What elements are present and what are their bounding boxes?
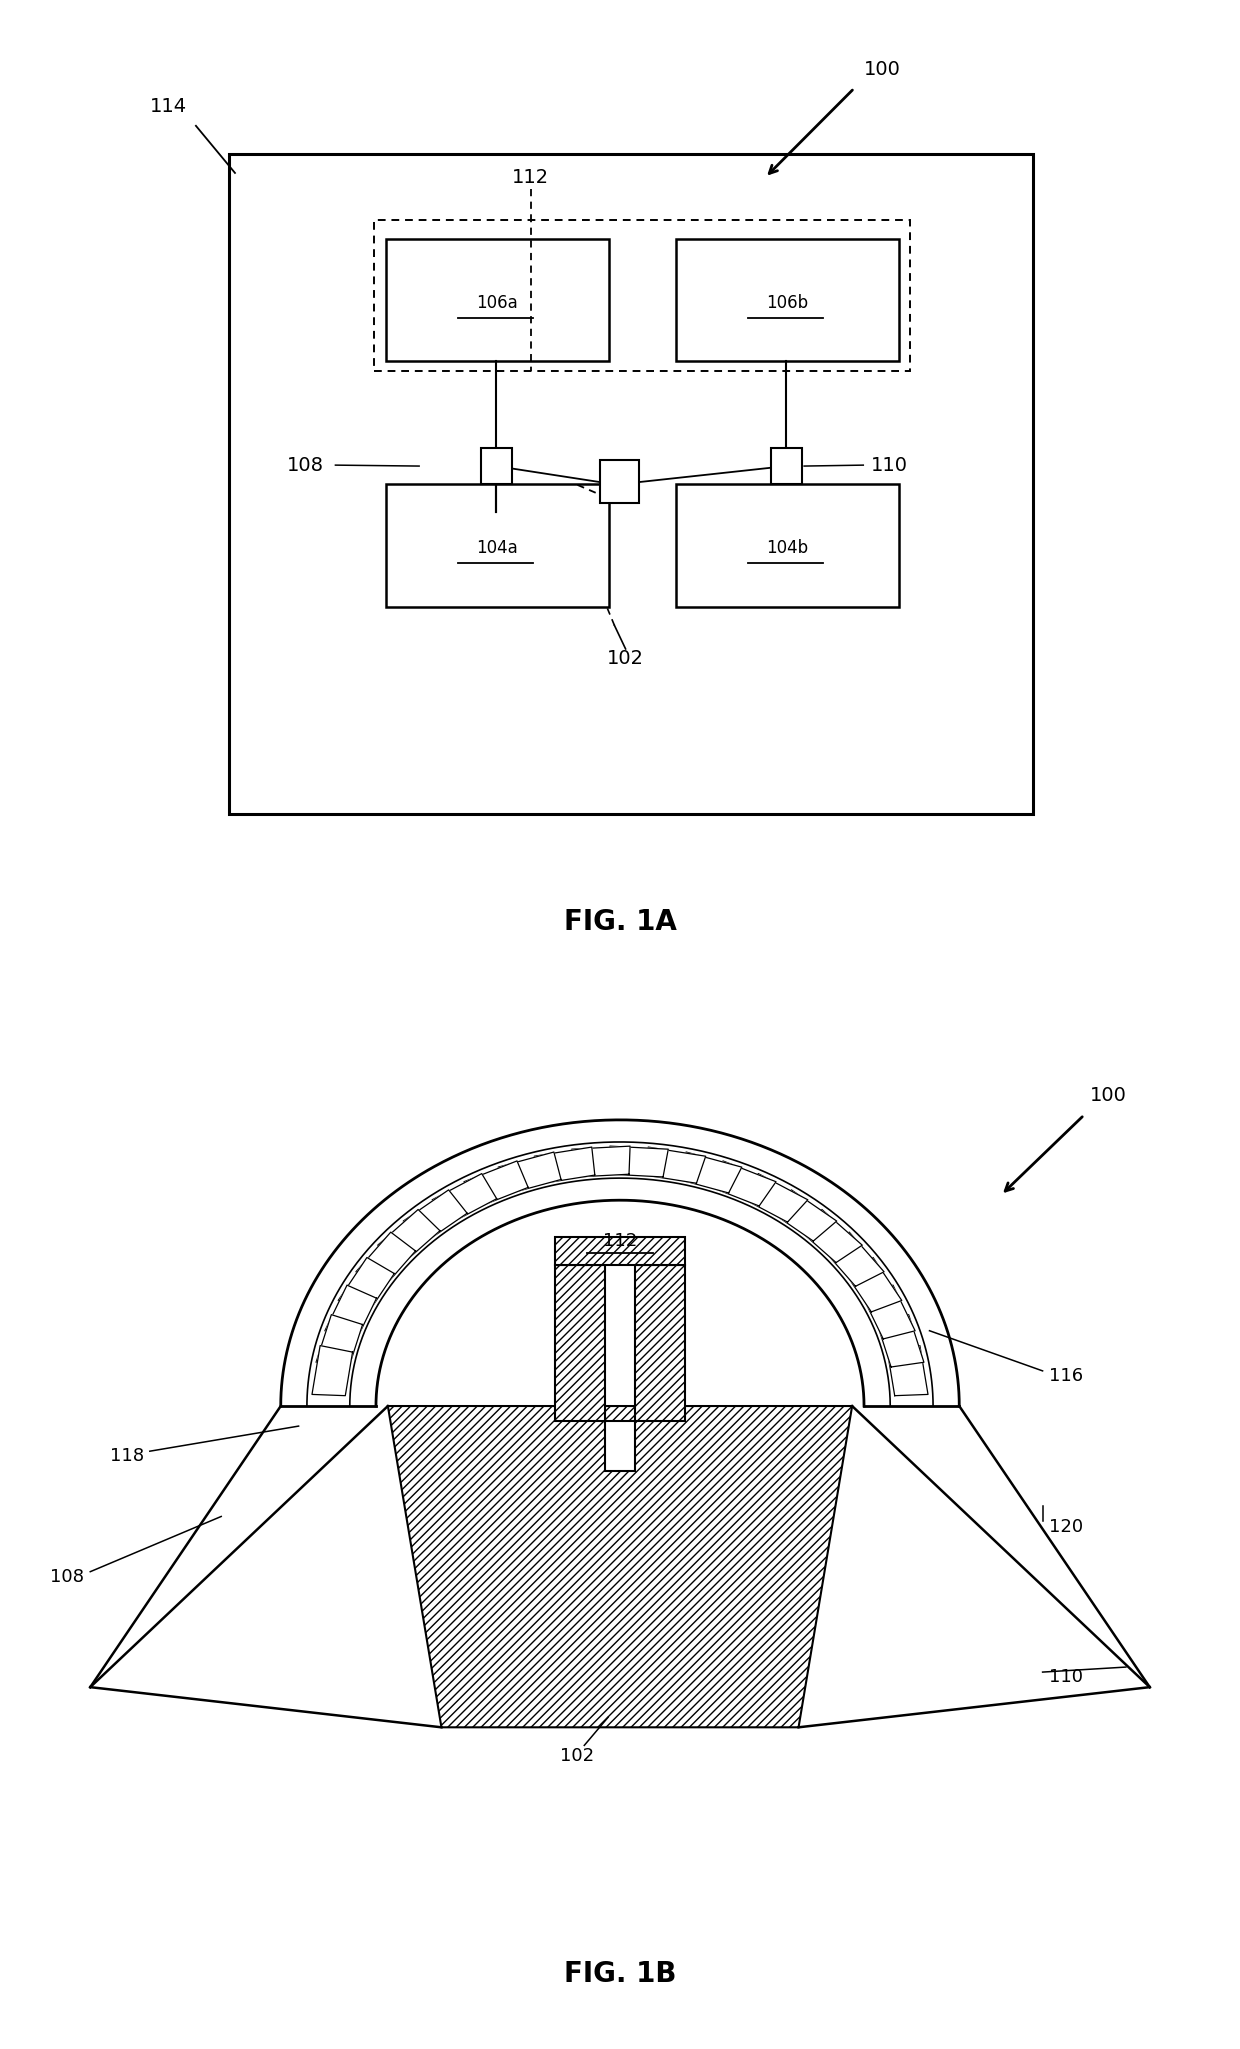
Text: 106b: 106b bbox=[766, 293, 808, 311]
Polygon shape bbox=[534, 1147, 595, 1182]
Text: 120: 120 bbox=[1049, 1518, 1083, 1535]
Polygon shape bbox=[316, 1315, 362, 1367]
Polygon shape bbox=[433, 1174, 497, 1221]
Bar bbox=[770, 449, 802, 484]
Polygon shape bbox=[464, 1162, 528, 1207]
Polygon shape bbox=[852, 1406, 1149, 1686]
Text: 104b: 104b bbox=[766, 539, 808, 557]
Bar bbox=[605, 1422, 635, 1471]
Polygon shape bbox=[378, 1209, 440, 1262]
Text: 110: 110 bbox=[870, 455, 908, 475]
Polygon shape bbox=[403, 1190, 467, 1242]
Polygon shape bbox=[680, 1152, 742, 1193]
Polygon shape bbox=[825, 1231, 884, 1287]
Polygon shape bbox=[388, 1406, 852, 1727]
Text: 112: 112 bbox=[603, 1231, 637, 1250]
Polygon shape bbox=[743, 1174, 807, 1221]
Polygon shape bbox=[888, 1346, 928, 1395]
Text: 102: 102 bbox=[608, 650, 644, 668]
Polygon shape bbox=[863, 1285, 915, 1338]
Text: 114: 114 bbox=[150, 98, 186, 117]
Bar bbox=[554, 1238, 686, 1266]
Polygon shape bbox=[356, 1231, 415, 1287]
Bar bbox=[386, 240, 609, 361]
Polygon shape bbox=[280, 1121, 960, 1406]
Text: 100: 100 bbox=[864, 59, 900, 78]
Polygon shape bbox=[572, 1145, 630, 1176]
Bar bbox=[481, 449, 512, 484]
Polygon shape bbox=[339, 1258, 394, 1311]
Polygon shape bbox=[325, 1285, 377, 1338]
Polygon shape bbox=[800, 1209, 862, 1262]
Text: 116: 116 bbox=[1049, 1367, 1083, 1385]
Polygon shape bbox=[91, 1406, 388, 1686]
Bar bbox=[676, 240, 899, 361]
Text: 108: 108 bbox=[288, 455, 325, 475]
Text: FIG. 1B: FIG. 1B bbox=[564, 1961, 676, 1988]
Text: 108: 108 bbox=[51, 1567, 84, 1586]
Text: 118: 118 bbox=[109, 1447, 144, 1465]
Text: 112: 112 bbox=[512, 168, 549, 186]
Polygon shape bbox=[645, 1147, 706, 1182]
Text: 110: 110 bbox=[1049, 1668, 1083, 1686]
Bar bbox=[386, 484, 609, 607]
Polygon shape bbox=[610, 1145, 668, 1176]
Polygon shape bbox=[846, 1258, 901, 1311]
Text: 106a: 106a bbox=[476, 293, 518, 311]
Bar bbox=[676, 484, 899, 607]
Text: 100: 100 bbox=[1090, 1086, 1126, 1104]
Polygon shape bbox=[712, 1162, 776, 1207]
Text: FIG. 1A: FIG. 1A bbox=[563, 908, 677, 936]
Bar bbox=[229, 154, 1033, 813]
Text: 102: 102 bbox=[560, 1748, 595, 1766]
Polygon shape bbox=[773, 1190, 837, 1242]
Bar bbox=[554, 1266, 605, 1422]
Bar bbox=[374, 219, 910, 371]
Polygon shape bbox=[312, 1346, 352, 1395]
Polygon shape bbox=[498, 1152, 560, 1193]
Bar bbox=[635, 1266, 686, 1422]
Bar bbox=[600, 461, 639, 502]
Polygon shape bbox=[878, 1315, 924, 1367]
Text: 104a: 104a bbox=[476, 539, 518, 557]
